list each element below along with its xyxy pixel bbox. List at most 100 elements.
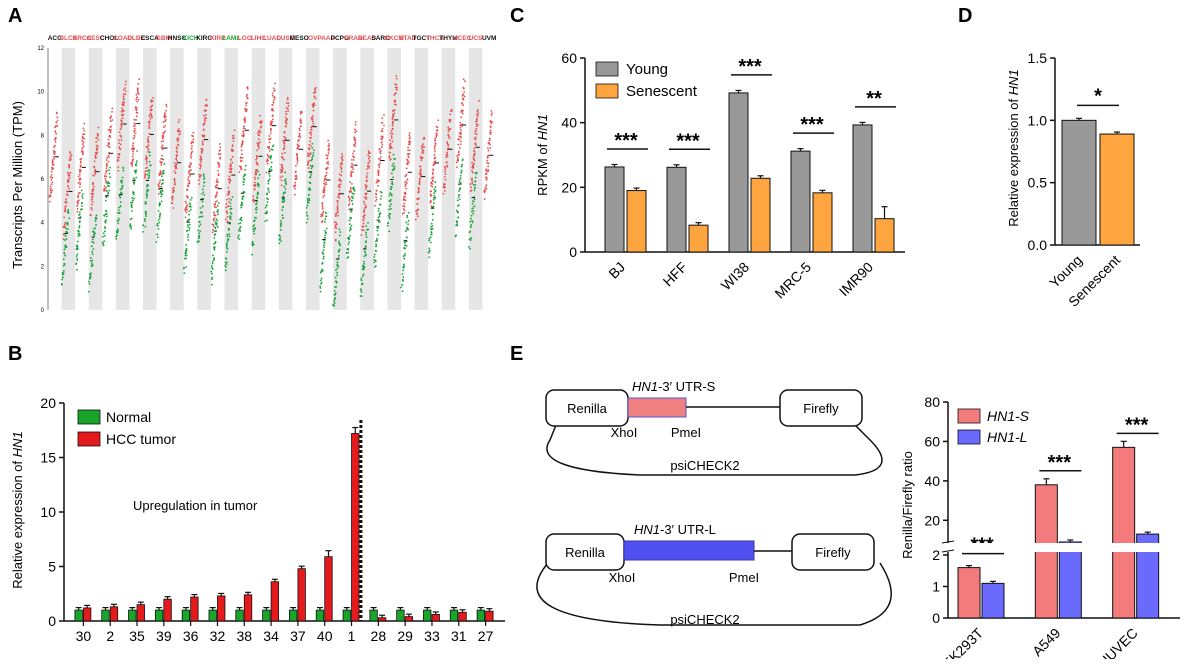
tumor-point (351, 171, 354, 174)
x-tick-label: 38 (236, 628, 252, 644)
normal-point (321, 268, 323, 271)
tumor-point (82, 152, 84, 155)
tumor-point (218, 143, 221, 145)
tumor-point (108, 128, 111, 131)
tumor-point (281, 167, 284, 170)
tumor-point (122, 98, 125, 101)
tumor-point (447, 126, 450, 129)
normal-point (431, 213, 434, 215)
tumor-point (50, 170, 53, 173)
tumor-point (334, 238, 337, 241)
tumor-point (55, 111, 58, 114)
tumor-point (255, 157, 258, 160)
tumor-point (393, 99, 396, 102)
tumor-point (93, 165, 96, 168)
tumor-point (395, 77, 398, 80)
tumor-point (231, 145, 234, 148)
normal-point (79, 220, 81, 222)
normal-point (162, 169, 165, 172)
tumor-point (203, 114, 205, 117)
tumor-point (175, 154, 178, 157)
x-tick-label: 1 (348, 628, 356, 644)
normal-point (457, 216, 460, 219)
tumor-point (417, 208, 420, 211)
cancer-label: BLCA (59, 35, 77, 42)
x-tick-label: 40 (317, 628, 333, 644)
tumor-point (308, 159, 311, 162)
normal-point (391, 183, 394, 186)
tumor-point (185, 206, 187, 209)
tumor-point (216, 178, 219, 181)
tumor-point (463, 95, 466, 98)
tumor-point (133, 134, 136, 137)
tumor-point (225, 210, 228, 213)
tumor-point (147, 148, 150, 151)
normal-point (388, 230, 391, 233)
tumor-point (299, 136, 302, 139)
normal-point (394, 157, 397, 160)
normal-point (376, 229, 379, 232)
bar-normal (342, 609, 351, 622)
normal-point (390, 194, 393, 197)
normal-point (389, 213, 392, 216)
tumor-point (105, 163, 108, 166)
tumor-point (433, 153, 436, 156)
tumor-point (267, 147, 270, 150)
normal-point (268, 178, 271, 180)
tumor-point (177, 144, 180, 147)
normal-point (77, 230, 80, 233)
y-tick-label: 2 (932, 547, 940, 563)
normal-point (225, 242, 228, 245)
normal-point (185, 266, 188, 268)
renilla-label: Renilla (565, 545, 606, 560)
normal-point (386, 224, 389, 227)
tumor-point (474, 132, 477, 135)
normal-point (101, 235, 104, 238)
tumor-point (109, 131, 112, 134)
normal-point (459, 182, 462, 185)
tumor-point (90, 199, 93, 201)
x-tick-label: 27 (478, 628, 494, 644)
tumor-point (404, 181, 406, 184)
tumor-point (107, 138, 110, 141)
normal-point (211, 262, 214, 265)
normal-point (95, 217, 98, 220)
tumor-point (76, 204, 79, 207)
normal-point (361, 283, 364, 286)
tumor-point (447, 128, 450, 131)
y-tick-label: 2 (41, 264, 45, 270)
normal-point (338, 234, 341, 237)
tumor-point (267, 156, 270, 159)
normal-point (202, 175, 205, 177)
normal-point (269, 156, 272, 159)
tumor-point (228, 182, 231, 184)
tumor-point (162, 121, 165, 123)
tumor-point (228, 191, 231, 194)
tumor-point (94, 152, 97, 154)
normal-point (78, 234, 81, 237)
tumor-point (367, 151, 370, 154)
tumor-point (109, 136, 112, 139)
tumor-point (218, 164, 221, 167)
tumor-point (170, 202, 173, 204)
tumor-point (146, 156, 148, 159)
tumor-point (353, 156, 355, 159)
tumor-point (353, 136, 356, 139)
tumor-point (435, 125, 438, 128)
normal-point (227, 227, 230, 230)
tumor-point (284, 136, 287, 139)
tumor-point (408, 132, 411, 135)
tumor-point (463, 91, 466, 93)
normal-point (457, 196, 460, 199)
normal-point (87, 290, 90, 293)
normal-point (156, 233, 159, 236)
normal-point (428, 247, 431, 250)
tumor-point (79, 177, 82, 180)
normal-point (203, 193, 206, 196)
tumor-point (171, 199, 174, 201)
x-tick-label: 33 (424, 628, 440, 644)
normal-point (460, 171, 462, 174)
tumor-point (485, 168, 487, 171)
normal-point (322, 244, 325, 247)
